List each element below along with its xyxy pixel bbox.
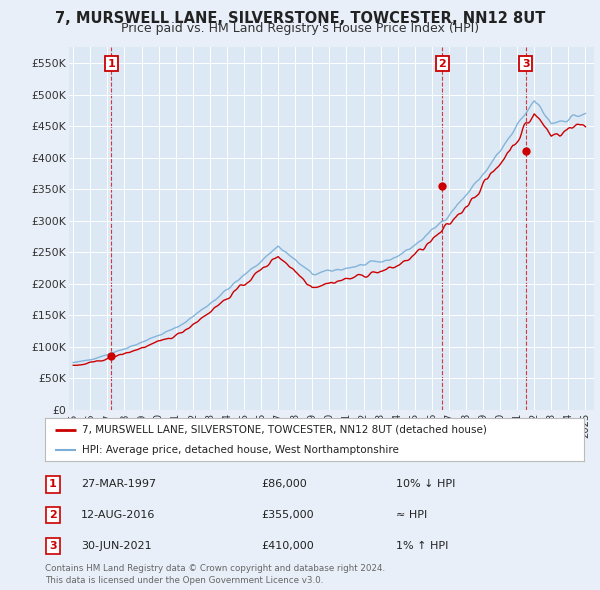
Text: 7, MURSWELL LANE, SILVERSTONE, TOWCESTER, NN12 8UT: 7, MURSWELL LANE, SILVERSTONE, TOWCESTER… [55,11,545,25]
Text: 2: 2 [49,510,56,520]
Text: Price paid vs. HM Land Registry's House Price Index (HPI): Price paid vs. HM Land Registry's House … [121,22,479,35]
Text: 1: 1 [49,480,56,489]
Text: £355,000: £355,000 [261,510,314,520]
Text: 3: 3 [522,58,530,68]
Text: 10% ↓ HPI: 10% ↓ HPI [396,480,455,489]
Text: £86,000: £86,000 [261,480,307,489]
Text: 1: 1 [107,58,115,68]
Text: ≈ HPI: ≈ HPI [396,510,427,520]
Text: 27-MAR-1997: 27-MAR-1997 [81,480,156,489]
Text: 12-AUG-2016: 12-AUG-2016 [81,510,155,520]
Text: HPI: Average price, detached house, West Northamptonshire: HPI: Average price, detached house, West… [82,445,398,454]
Text: Contains HM Land Registry data © Crown copyright and database right 2024.
This d: Contains HM Land Registry data © Crown c… [45,564,385,585]
Text: 2: 2 [439,58,446,68]
Text: 30-JUN-2021: 30-JUN-2021 [81,541,152,550]
Text: 1% ↑ HPI: 1% ↑ HPI [396,541,448,550]
Text: £410,000: £410,000 [261,541,314,550]
Text: 7, MURSWELL LANE, SILVERSTONE, TOWCESTER, NN12 8UT (detached house): 7, MURSWELL LANE, SILVERSTONE, TOWCESTER… [82,425,487,434]
Text: 3: 3 [49,541,56,550]
